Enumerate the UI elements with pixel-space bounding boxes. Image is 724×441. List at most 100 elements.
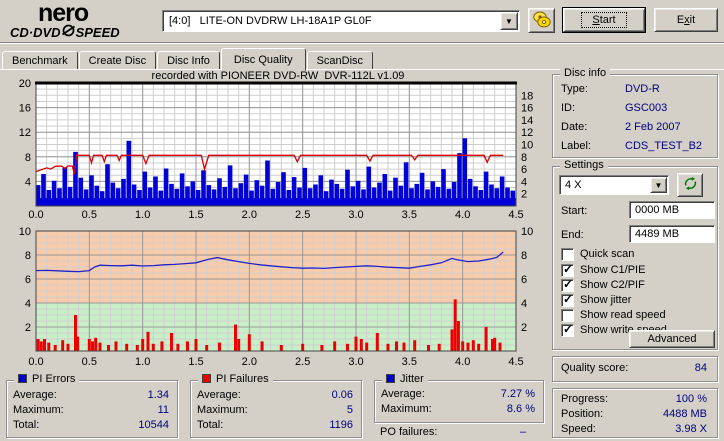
jitter-marker-icon xyxy=(386,374,395,383)
svg-text:10: 10 xyxy=(19,226,31,238)
quality-score-value: 84 xyxy=(694,362,707,374)
start-button[interactable]: Start xyxy=(563,8,645,32)
scan-speed-select[interactable]: 4 X ▼ xyxy=(559,175,669,195)
disc-type-label: Type: xyxy=(561,83,588,95)
disc-date-value: 2 Feb 2007 xyxy=(625,121,681,133)
svg-text:3.0: 3.0 xyxy=(348,356,363,368)
show-read-speed-label: Show read speed xyxy=(580,309,666,321)
svg-text:2.5: 2.5 xyxy=(295,209,310,221)
svg-text:20: 20 xyxy=(19,78,31,90)
scan-speed-value: 4 X xyxy=(565,179,582,191)
svg-text:12: 12 xyxy=(521,127,533,139)
disc-info-legend: Disc info xyxy=(560,67,611,79)
header-divider xyxy=(0,42,724,44)
svg-text:18: 18 xyxy=(521,90,533,102)
end-position-field[interactable]: 4489 MB xyxy=(629,225,715,243)
jitter-average-label: Average: xyxy=(381,388,425,400)
quick-scan-checkbox[interactable] xyxy=(561,247,574,261)
po-failures-value: – xyxy=(520,426,527,438)
show-read-speed-checkbox[interactable] xyxy=(561,308,574,322)
progress-value: 100 % xyxy=(675,393,707,405)
checkbox-row-show-read-speed[interactable]: Show read speed xyxy=(561,308,666,322)
pi-errors-legend: PI Errors xyxy=(14,373,80,385)
start-position-field[interactable]: 0000 MB xyxy=(629,201,715,219)
status-box: Progress: 100 % Position: 4488 MB Speed:… xyxy=(552,388,718,438)
chart-title: recorded with PIONEER DVD-RW DVR-112L v1… xyxy=(151,70,405,82)
position-value: 4488 MB xyxy=(662,408,707,420)
checkbox-row-show-c2-pif[interactable]: Show C2/PIF xyxy=(561,277,645,292)
chevron-down-icon[interactable]: ▼ xyxy=(500,12,518,30)
tab-benchmark[interactable]: Benchmark xyxy=(2,51,78,70)
svg-text:4: 4 xyxy=(521,176,527,188)
jitter-legend: Jitter xyxy=(382,373,428,385)
advanced-button[interactable]: Advanced xyxy=(629,330,715,348)
quality-score-label: Quality score: xyxy=(561,362,629,374)
pi-errors-average-label: Average: xyxy=(13,389,57,401)
settings-groupbox: Settings 4 X ▼ Start: 0000 MB End: 4489 … xyxy=(552,159,718,350)
tab-disc-info[interactable]: Disc Info xyxy=(157,51,220,70)
pi-failures-maximum-value: 5 xyxy=(346,404,353,416)
tab-disc-quality[interactable]: Disc Quality xyxy=(220,48,306,71)
svg-text:2: 2 xyxy=(25,322,31,334)
svg-text:2.0: 2.0 xyxy=(242,209,257,221)
svg-text:8: 8 xyxy=(25,250,31,262)
quality-score-box: Quality score: 84 xyxy=(552,356,718,382)
jitter-maximum-label: Maximum: xyxy=(381,403,432,415)
disc-info-groupbox: Disc info Type: DVD-R ID: GSC003 Date: 2… xyxy=(552,67,718,158)
drive-selector[interactable]: [4:0] LITE-ON DVDRW LH-18A1P GL0F ▼ xyxy=(162,10,520,32)
pi-errors-maximum-label: Maximum: xyxy=(13,404,64,416)
pi-errors-average-value: 1.34 xyxy=(147,389,169,401)
tab-strip: Benchmark Create Disc Disc Info Disc Qua… xyxy=(2,48,374,71)
svg-text:1.5: 1.5 xyxy=(188,209,203,221)
tab-scandisc[interactable]: ScanDisc xyxy=(306,51,374,70)
pi-errors-stats-box: PI Errors Average: 1.34 Maximum: 11 Tota… xyxy=(6,373,178,438)
svg-text:16: 16 xyxy=(521,103,533,115)
nero-logo-text: nero xyxy=(38,0,89,27)
pi-errors-maximum-value: 11 xyxy=(157,404,169,416)
pi-failures-total-value: 1196 xyxy=(329,419,353,431)
checkbox-row-show-c1-pie[interactable]: Show C1/PIE xyxy=(561,262,645,277)
jitter-maximum-value: 8.6 % xyxy=(506,403,535,415)
show-c1-pie-checkbox[interactable] xyxy=(561,262,574,277)
start-button-label: Start xyxy=(581,12,627,28)
svg-text:8: 8 xyxy=(25,152,31,164)
svg-text:12: 12 xyxy=(19,127,31,139)
svg-text:0.0: 0.0 xyxy=(28,209,43,221)
exit-button-label: Exit xyxy=(676,14,696,26)
svg-text:1.0: 1.0 xyxy=(135,356,150,368)
pi-errors-total-label: Total: xyxy=(13,419,40,431)
po-failures-label: PO failures: xyxy=(380,426,438,438)
svg-text:0.5: 0.5 xyxy=(82,356,97,368)
checkbox-row-show-jitter[interactable]: Show jitter xyxy=(561,292,631,307)
show-c2-pif-checkbox[interactable] xyxy=(561,277,574,292)
logo-cddvd-text: CD·DVD xyxy=(10,24,61,40)
svg-text:3.0: 3.0 xyxy=(348,209,363,221)
svg-text:6: 6 xyxy=(521,164,527,176)
svg-text:3.5: 3.5 xyxy=(402,209,417,221)
refresh-button[interactable] xyxy=(677,173,703,197)
checkbox-row-quick-scan[interactable]: Quick scan xyxy=(561,247,634,261)
chevron-down-icon[interactable]: ▼ xyxy=(650,177,667,193)
svg-text:14: 14 xyxy=(521,115,533,127)
eject-discs-button[interactable] xyxy=(528,8,555,33)
exit-button[interactable]: Exit xyxy=(654,8,718,32)
svg-text:2.0: 2.0 xyxy=(242,356,257,368)
tab-create-disc[interactable]: Create Disc xyxy=(78,51,157,70)
show-write-speed-checkbox[interactable] xyxy=(561,322,574,337)
svg-text:4: 4 xyxy=(521,298,527,310)
pi-failures-maximum-label: Maximum: xyxy=(197,404,248,416)
discs-icon xyxy=(532,11,552,31)
svg-text:2.5: 2.5 xyxy=(295,356,310,368)
svg-text:4: 4 xyxy=(25,176,31,188)
svg-text:4.5: 4.5 xyxy=(508,356,523,368)
position-label: Position: xyxy=(561,408,604,420)
svg-text:4.0: 4.0 xyxy=(455,356,470,368)
disc-type-value: DVD-R xyxy=(625,83,660,95)
disc-id-label: ID: xyxy=(561,102,576,114)
jitter-stats-box: Jitter Average: 7.27 % Maximum: 8.6 % xyxy=(374,373,544,423)
show-jitter-checkbox[interactable] xyxy=(561,292,574,307)
svg-text:1.5: 1.5 xyxy=(188,356,203,368)
svg-text:8: 8 xyxy=(521,152,527,164)
nero-logo: nero CD·DVD SPEED xyxy=(10,0,160,40)
